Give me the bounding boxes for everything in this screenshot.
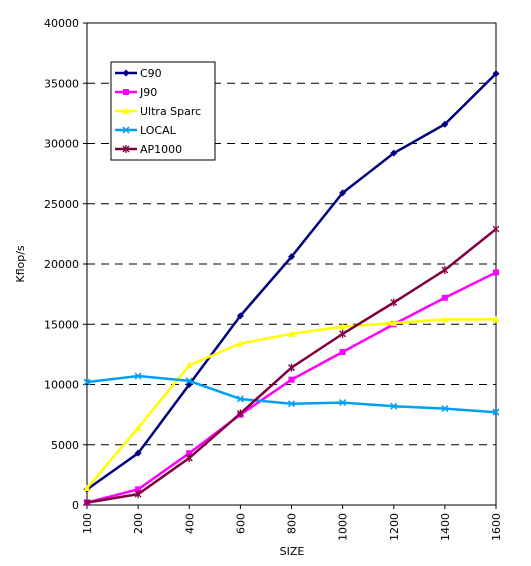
y-tick-label: 5000 (51, 439, 79, 452)
data-point (441, 315, 449, 323)
data-point (441, 405, 449, 413)
data-point (122, 126, 130, 134)
y-tick-label: 35000 (44, 77, 79, 90)
y-tick-label: 20000 (44, 258, 79, 271)
data-point (339, 329, 347, 338)
x-tick-label: 1600 (490, 513, 503, 541)
data-point (83, 378, 91, 386)
y-tick-label: 0 (72, 499, 79, 512)
data-point (339, 323, 347, 330)
data-point (441, 294, 448, 301)
data-point (288, 363, 295, 372)
x-tick-label: 600 (234, 513, 247, 534)
data-point (441, 266, 449, 275)
series-ultra-sparc (83, 315, 500, 492)
y-axis-ticks: 0 5000 10000 15000 20000 25000 30000 35000 40000 (44, 17, 87, 512)
data-point (339, 399, 347, 407)
data-point (492, 70, 500, 78)
data-point (185, 454, 193, 463)
x-tick-label: 100 (81, 513, 94, 534)
x-tick-label: 1400 (439, 513, 452, 541)
data-point (186, 450, 193, 457)
y-axis-title: Kflop/s (14, 245, 27, 283)
y-tick-label: 40000 (44, 17, 79, 30)
data-point (287, 400, 296, 408)
data-point (492, 225, 500, 234)
data-point (83, 484, 91, 492)
data-point (134, 449, 142, 457)
data-point (492, 408, 500, 416)
x-tick-label: 200 (132, 513, 145, 534)
series-ap1000 (83, 225, 500, 507)
data-point (134, 424, 142, 431)
legend-item: AP1000 (115, 143, 182, 156)
legend-label: LOCAL (140, 124, 177, 137)
data-point (135, 486, 142, 493)
data-point (339, 348, 346, 355)
grid-lines (87, 82, 496, 446)
data-point (185, 361, 193, 369)
data-point (288, 253, 295, 261)
legend-label: Ultra Sparc (140, 105, 201, 118)
data-point (185, 377, 193, 385)
legend-item: C90 (115, 67, 162, 80)
x-tick-label: 400 (183, 513, 196, 534)
y-tick-label: 30000 (44, 138, 79, 151)
series-j90 (84, 269, 499, 506)
data-point (122, 145, 130, 153)
x-tick-label: 1200 (388, 513, 401, 541)
data-point (288, 330, 295, 337)
x-tick-label: 800 (286, 513, 299, 534)
data-point (123, 89, 129, 95)
legend-item: LOCAL (115, 124, 177, 137)
series-local (83, 372, 500, 416)
data-point (236, 340, 244, 347)
legend-label: C90 (140, 67, 162, 80)
data-point (390, 298, 398, 307)
legend-item: J90 (115, 86, 157, 99)
series-line (86, 271, 497, 504)
data-point (492, 315, 500, 323)
data-point (390, 402, 398, 410)
y-tick-label: 15000 (44, 318, 79, 331)
legend-label: AP1000 (140, 143, 182, 156)
data-point (134, 372, 142, 380)
y-tick-label: 25000 (44, 198, 79, 211)
x-axis-title: SIZE (280, 545, 305, 558)
data-point (236, 409, 244, 418)
data-point (134, 490, 142, 499)
data-point (390, 149, 398, 157)
legend-item: Ultra Sparc (115, 105, 201, 118)
series-group (83, 70, 500, 507)
data-point (441, 120, 449, 128)
data-point (493, 269, 499, 276)
x-tick-label: 1000 (337, 513, 350, 541)
data-point (236, 395, 244, 403)
x-axis-ticks: 100 200 400 600 800 1000 1200 1400 1600 (81, 505, 503, 541)
data-point (83, 498, 91, 507)
y-tick-label: 10000 (44, 379, 79, 392)
data-point (288, 376, 295, 383)
data-point (122, 69, 130, 77)
legend: C90 J90 Ultra Sparc LOCAL AP1000 (110, 61, 216, 161)
data-point (236, 312, 244, 320)
data-point (390, 319, 398, 327)
legend-label: J90 (139, 86, 157, 99)
data-point (339, 189, 347, 197)
data-point (122, 107, 130, 114)
